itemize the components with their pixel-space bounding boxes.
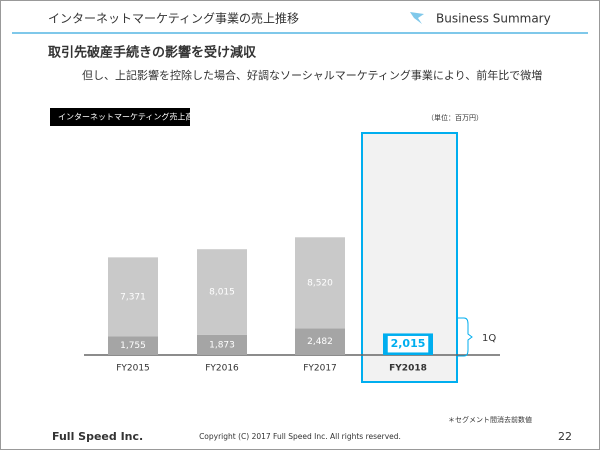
subheadline: 但し、上記影響を控除した場合、好調なソーシャルマーケティング事業により、前年比で…	[82, 68, 542, 82]
x-tick-label: FY2017	[303, 364, 337, 374]
value-label-box	[386, 334, 430, 354]
unit: （単位：百万円）	[427, 113, 483, 122]
footer-company: Full Speed Inc.	[52, 430, 143, 443]
value-label: 8,015	[209, 288, 235, 298]
header-title: インターネットマーケティング事業の売上推移	[48, 11, 299, 26]
x-tick-label: FY2016	[205, 364, 239, 374]
plot: FY2015 1,755 7,371 FY2016 1,873 8,015 FY2017 2,…	[108, 237, 433, 374]
value-label: 8,520	[307, 278, 333, 288]
note: ＊セグメント間消去前数値	[448, 415, 532, 424]
series-annotation: 1Q	[482, 333, 496, 344]
bar-segment	[108, 257, 158, 337]
bar-segment	[295, 237, 345, 329]
headline: 取引先破産手続きの影響を受け減収	[48, 45, 257, 61]
footer-copyright: Copyright (C) 2017 Full Speed Inc. All r…	[199, 432, 401, 441]
x-tick-label: FY2015	[116, 364, 150, 374]
icon	[410, 12, 424, 24]
bar-segment	[197, 249, 247, 335]
chart-title: インターネットマーケティング売上高	[58, 112, 193, 122]
value-label: 1,873	[209, 340, 235, 350]
x-tick-label: FY2018	[389, 364, 427, 374]
chart-title-box	[50, 108, 190, 126]
value-label: 2,015	[391, 337, 426, 350]
page-number: 22	[558, 430, 572, 443]
value-label: 1,755	[120, 341, 146, 351]
value-label: 7,371	[120, 292, 146, 302]
header-section: Business Summary	[436, 12, 551, 26]
bracket	[458, 317, 473, 357]
value-label: 2,482	[307, 337, 333, 347]
bar-segment	[197, 334, 247, 355]
bar-segment	[295, 328, 345, 355]
bar-segment	[108, 336, 158, 355]
